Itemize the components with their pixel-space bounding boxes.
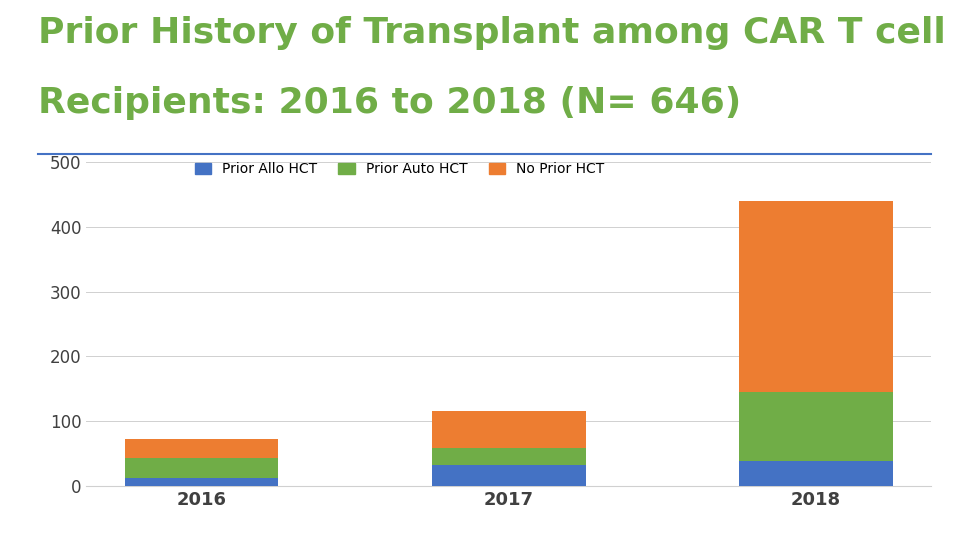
Bar (432, 464, 586, 486)
Bar (739, 392, 893, 461)
Text: TRAINING & DEVELOPMENT  |  8: TRAINING & DEVELOPMENT | 8 (664, 511, 862, 523)
Bar (739, 201, 893, 392)
Text: 8: 8 (937, 503, 943, 513)
Text: Recipients: 2016 to 2018 (N= 646): Recipients: 2016 to 2018 (N= 646) (38, 86, 742, 120)
Bar (739, 461, 893, 486)
Legend: Prior Allo HCT, Prior Auto HCT, No Prior HCT: Prior Allo HCT, Prior Auto HCT, No Prior… (195, 163, 605, 177)
Bar (125, 477, 278, 486)
Bar (125, 438, 278, 458)
Bar (432, 448, 586, 464)
Bar (432, 411, 586, 448)
Text: Prior History of Transplant among CAR T cell: Prior History of Transplant among CAR T … (38, 16, 947, 50)
Bar (125, 458, 278, 477)
